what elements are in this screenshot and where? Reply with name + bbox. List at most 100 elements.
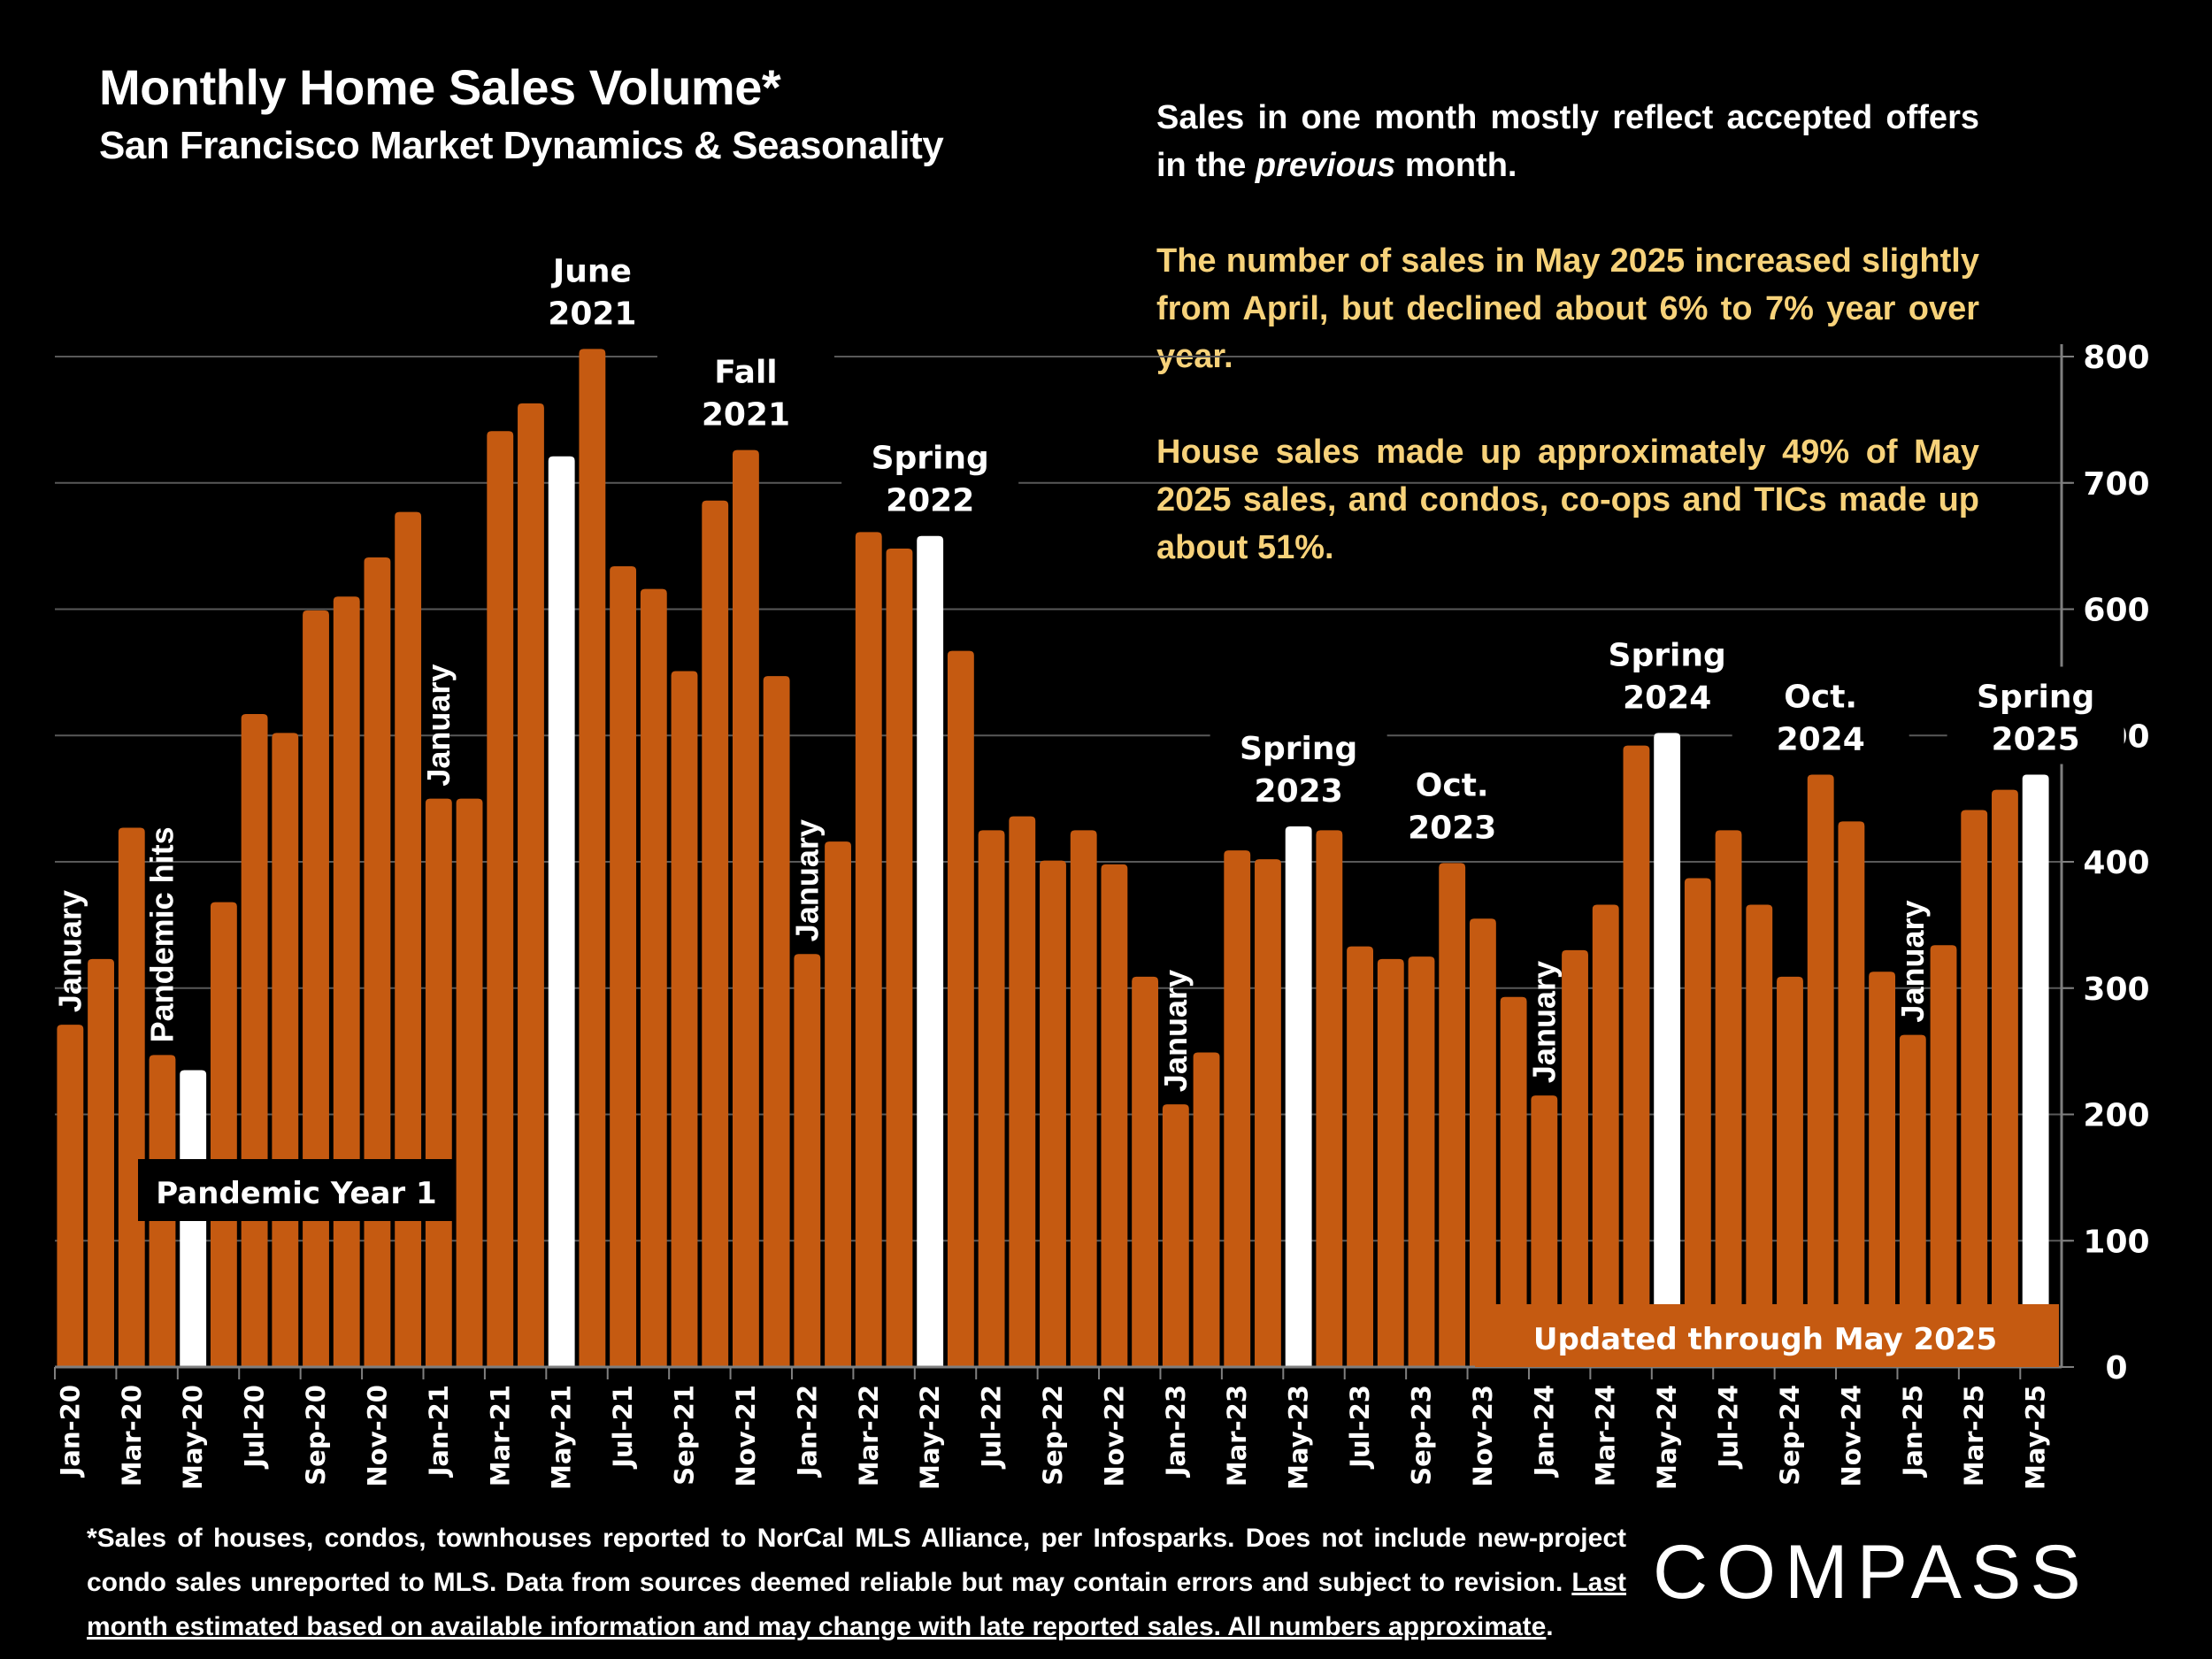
label-backdrop [841, 427, 1019, 526]
annotation-january: January [1525, 961, 1562, 1083]
updated-through-box [1475, 1304, 2059, 1367]
chart-title: Monthly Home Sales Volume* [99, 59, 781, 115]
bar-feb-22 [825, 841, 851, 1367]
y-tick-label: 200 [2083, 1098, 2149, 1134]
bar-jan-24 [1531, 1095, 1558, 1367]
bar-feb-25 [1930, 945, 1957, 1367]
x-tick-label: May-20 [178, 1385, 208, 1490]
x-tick-label: Jul-22 [977, 1385, 1007, 1470]
bar-nov-22 [1101, 864, 1128, 1367]
bar-oct-22 [1070, 830, 1097, 1367]
annotation-pandemic-hits: Pandemic hits [143, 826, 180, 1042]
compass-logo: COMPASS [1653, 1530, 2131, 1628]
bar-may-22 [917, 535, 944, 1367]
bar-jul-23 [1347, 946, 1374, 1367]
x-tick-label: Nov-22 [1099, 1385, 1129, 1487]
annotation-oct-2023: 2023 [1408, 810, 1496, 846]
x-tick-label: Sep-20 [301, 1385, 331, 1486]
x-tick-label: Jan-23 [1161, 1385, 1191, 1478]
bar-aug-23 [1377, 958, 1404, 1367]
y-tick-label: 700 [2083, 466, 2149, 503]
y-tick-label: 100 [2083, 1224, 2149, 1260]
label-backdrop [1732, 666, 1909, 764]
x-tick-label: Mar-21 [485, 1385, 515, 1486]
pandemic-year-1-box [138, 1159, 455, 1221]
x-tick-label: May-24 [1652, 1385, 1682, 1490]
bar-nov-21 [732, 449, 759, 1367]
pandemic-year-1-label: Pandemic Year 1 [156, 1176, 436, 1211]
label-backdrop [1947, 666, 2124, 764]
bar-mar-21 [487, 431, 514, 1367]
bar-feb-23 [1193, 1052, 1220, 1367]
commentary-notes: Sales in one month mostly reflect accept… [1156, 94, 1979, 619]
note-offers-text: Sales in one month mostly reflect accept… [1156, 99, 1979, 184]
bar-dec-24 [1869, 972, 1896, 1367]
x-tick-label: Jan-22 [792, 1385, 822, 1478]
bar-jan-22 [794, 954, 821, 1367]
bar-oct-21 [702, 500, 729, 1367]
note-offers-end: month. [1395, 147, 1517, 184]
y-tick-label: 0 [2105, 1350, 2127, 1386]
bar-mar-20 [118, 827, 145, 1367]
footnote: *Sales of houses, condos, townhouses rep… [87, 1517, 1626, 1649]
x-tick-label: May-22 [915, 1385, 945, 1490]
bar-jan-21 [425, 798, 452, 1367]
bar-oct-20 [333, 596, 360, 1367]
annotation-oct-2023: Oct. [1416, 767, 1489, 803]
x-tick-label: Jul-21 [608, 1385, 638, 1470]
bar-jul-20 [241, 713, 268, 1367]
footnote-end: . [1546, 1612, 1554, 1641]
bar-nov-23 [1469, 918, 1496, 1367]
bar-mar-23 [1224, 850, 1251, 1367]
x-tick-label: Jan-25 [1898, 1385, 1928, 1478]
bar-nov-20 [364, 557, 391, 1367]
bar-apr-25 [1992, 789, 2018, 1367]
label-backdrop [1363, 755, 1541, 853]
bar-jul-22 [978, 830, 1005, 1367]
annotation-spring-2025: 2025 [1992, 722, 2080, 758]
annotation-oct-2024: Oct. [1784, 680, 1857, 716]
bar-jul-24 [1715, 830, 1742, 1367]
x-tick-label: Jul-24 [1714, 1385, 1744, 1470]
bar-may-21 [548, 456, 575, 1368]
bar-oct-24 [1807, 774, 1834, 1367]
label-backdrop [1210, 718, 1387, 817]
bar-feb-20 [88, 958, 114, 1367]
y-tick-label: 300 [2083, 972, 2149, 1008]
x-tick-label: Nov-21 [731, 1385, 761, 1487]
annotation-june-2021: June [550, 253, 632, 289]
bar-feb-21 [456, 798, 483, 1367]
chart-subtitle: San Francisco Market Dynamics & Seasonal… [99, 124, 944, 167]
x-tick-label: Mar-22 [854, 1385, 884, 1486]
note-house-share: House sales made up approximately 49% of… [1156, 434, 1979, 566]
bar-oct-23 [1439, 863, 1466, 1367]
annotation-oct-2024: 2024 [1777, 722, 1865, 758]
annotation-spring-2023: 2023 [1255, 773, 1343, 810]
label-backdrop [503, 241, 681, 339]
compass-logo-text: COMPASS [1653, 1531, 2090, 1610]
bar-sep-22 [1040, 860, 1066, 1367]
annotation-spring-2024: Spring [1609, 637, 1726, 673]
annotation-january: January [1894, 900, 1931, 1022]
annotation-fall-2021: Fall [714, 355, 777, 391]
bar-jun-22 [947, 650, 974, 1367]
x-tick-label: Mar-25 [1959, 1385, 1989, 1486]
y-tick-label: 600 [2083, 593, 2149, 629]
bar-aug-22 [1009, 816, 1036, 1367]
bar-jan-20 [57, 1025, 84, 1367]
bar-dec-21 [763, 676, 790, 1367]
x-tick-label: May-23 [1284, 1385, 1314, 1490]
x-tick-label: Nov-24 [1836, 1385, 1866, 1487]
annotation-spring-2022: Spring [872, 441, 989, 477]
x-tick-label: Mar-23 [1222, 1385, 1252, 1486]
x-tick-label: May-25 [2021, 1385, 2051, 1490]
bar-mar-24 [1592, 904, 1619, 1367]
y-tick-label: 400 [2083, 845, 2149, 881]
bar-nov-24 [1838, 821, 1865, 1367]
bar-may-25 [2022, 774, 2049, 1367]
x-tick-label: May-21 [547, 1385, 577, 1490]
footnote-underlined: Last month estimated based on available … [87, 1568, 1626, 1641]
annotation-spring-2023: Spring [1240, 731, 1357, 767]
annotation-fall-2021: 2021 [702, 397, 790, 434]
